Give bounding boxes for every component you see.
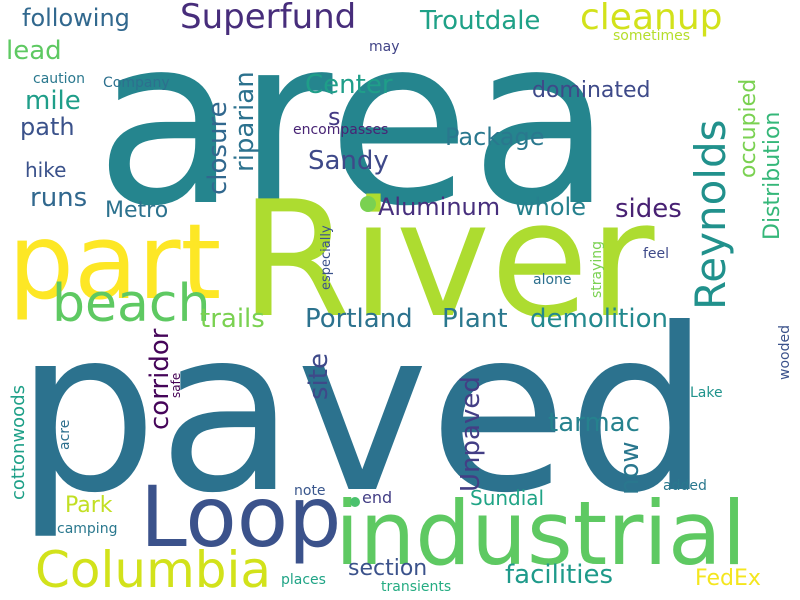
- word-s: s: [328, 103, 341, 131]
- word-facilities: facilities: [505, 560, 614, 590]
- word-troutdale: Troutdale: [420, 6, 541, 36]
- word-unpaved: Unpaved: [456, 376, 486, 492]
- word-hike: hike: [25, 158, 67, 182]
- word-places: places: [281, 572, 326, 588]
- word-whole: whole: [515, 193, 586, 221]
- word-encompasses: encompasses: [293, 122, 389, 138]
- word-note: note: [294, 483, 326, 499]
- word-loop: Loop: [140, 468, 342, 566]
- word-lake: Lake: [690, 385, 723, 401]
- word-reynolds: Reynolds: [686, 119, 735, 310]
- word-beach: beach: [52, 274, 211, 334]
- word-aluminum: Aluminum: [378, 193, 501, 221]
- word-metro: Metro: [105, 198, 169, 223]
- word-sandy: Sandy: [308, 146, 389, 176]
- word-columbia: Columbia: [35, 541, 272, 599]
- word-sundial: Sundial: [470, 486, 545, 510]
- word-mile: mile: [25, 86, 81, 116]
- word-tarmac: tarmac: [548, 408, 640, 438]
- word-river: River: [240, 166, 655, 353]
- green-dot-mark: [350, 497, 360, 507]
- word-sometimes: sometimes: [613, 28, 691, 44]
- word-path: path: [20, 113, 75, 141]
- word-end: end: [362, 488, 393, 507]
- word-paved: paved: [15, 281, 711, 543]
- word-lead: lead: [6, 36, 62, 66]
- word-feel: feel: [643, 246, 670, 262]
- green-dot-mark: [360, 196, 376, 212]
- word-wooded: wooded: [777, 325, 793, 380]
- word-alone: alone: [533, 272, 572, 288]
- word-runs: runs: [30, 183, 88, 213]
- word-plant: Plant: [442, 304, 508, 334]
- word-portland: Portland: [305, 304, 413, 334]
- word-especially: especially: [319, 225, 334, 290]
- word-package: Package: [445, 123, 545, 151]
- word-following: following: [22, 4, 130, 32]
- word-center: Center: [305, 70, 393, 100]
- word-cottonwoods: cottonwoods: [8, 385, 29, 500]
- word-riparian: riparian: [230, 71, 260, 172]
- word-trails: trails: [200, 304, 265, 334]
- word-cleanup: cleanup: [580, 0, 723, 38]
- word-may: may: [369, 39, 400, 55]
- word-industrial: industrial: [335, 482, 747, 585]
- word-dominated: dominated: [532, 78, 651, 103]
- word-distribution: Distribution: [760, 111, 785, 240]
- word-acre: acre: [57, 419, 73, 450]
- word-added: added: [663, 478, 707, 494]
- word-part: part: [8, 201, 222, 323]
- word-straying: straying: [589, 240, 605, 298]
- word-superfund: Superfund: [180, 0, 357, 37]
- word-fedex: FedEx: [695, 566, 761, 591]
- word-company: Company: [103, 75, 170, 91]
- word-occupied: occupied: [736, 78, 761, 178]
- word-now: now: [615, 441, 645, 495]
- word-sides: sides: [615, 194, 682, 224]
- word-caution: caution: [33, 71, 85, 87]
- word-transients: transients: [381, 579, 452, 595]
- word-section: section: [348, 556, 428, 581]
- word-site: site: [304, 353, 334, 400]
- word-safe: safe: [169, 372, 183, 398]
- word-area: area: [95, 0, 613, 257]
- word-park: Park: [65, 493, 113, 518]
- word-closure: closure: [203, 101, 233, 195]
- word-camping: camping: [57, 521, 118, 537]
- word-demolition: demolition: [530, 304, 668, 334]
